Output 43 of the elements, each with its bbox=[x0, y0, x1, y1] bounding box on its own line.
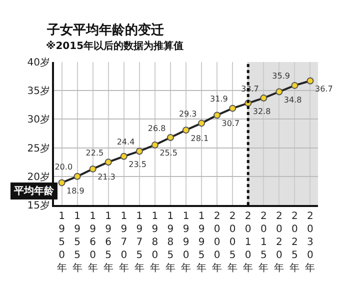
x-tick-label: 1995年 bbox=[196, 211, 207, 274]
y-tick-label: 30岁 bbox=[27, 114, 50, 126]
data-label: 34.8 bbox=[284, 95, 302, 104]
data-label: 30.7 bbox=[222, 118, 240, 128]
data-label: 25.5 bbox=[160, 148, 178, 158]
x-tick-label: 2010年 bbox=[243, 211, 254, 274]
x-tick-label: 1960年 bbox=[88, 211, 98, 274]
x-tick-label: 2020年 bbox=[274, 211, 284, 274]
data-label: 18.9 bbox=[66, 186, 84, 196]
x-tick-label: 2005年 bbox=[228, 211, 238, 274]
data-label: 23.5 bbox=[128, 160, 146, 170]
x-tick-label: 1955年 bbox=[72, 211, 82, 274]
series-label: 平均年龄 bbox=[13, 185, 55, 197]
chart-title: 子女平均年龄的变迁 bbox=[46, 22, 164, 38]
x-tick-label: 2025年 bbox=[290, 211, 300, 274]
data-label: 31.9 bbox=[210, 94, 228, 104]
y-tick-label: 15岁 bbox=[27, 200, 50, 212]
data-label: 20.0 bbox=[54, 162, 73, 172]
chart-subtitle: ※2015年以后的数据为推算值 bbox=[46, 40, 184, 52]
data-label: 32.8 bbox=[252, 106, 271, 116]
data-label: 28.1 bbox=[190, 134, 209, 143]
x-tick-label: 1980年 bbox=[150, 211, 160, 274]
y-tick-label: 25岁 bbox=[27, 142, 50, 154]
x-tick-label: 1970年 bbox=[118, 211, 129, 274]
data-label: 29.3 bbox=[178, 109, 197, 118]
y-tick-label: 20岁 bbox=[27, 170, 50, 183]
x-tick-label: 1975年 bbox=[134, 211, 144, 274]
x-tick-label: 1950年 bbox=[56, 211, 67, 274]
data-label: 33.7 bbox=[241, 84, 259, 94]
data-label: 24.4 bbox=[116, 137, 135, 146]
x-tick-label: 2015年 bbox=[258, 211, 269, 274]
data-label: 22.5 bbox=[86, 148, 104, 158]
x-tick-label: 1965年 bbox=[103, 211, 114, 274]
x-tick-label: 2030年 bbox=[305, 211, 316, 274]
data-label: 36.7 bbox=[314, 84, 333, 94]
x-tick-label: 1985年 bbox=[165, 211, 176, 274]
data-label: 35.9 bbox=[272, 72, 290, 81]
data-label: 21.3 bbox=[98, 172, 116, 182]
x-tick-label: 1990年 bbox=[181, 211, 191, 274]
data-label: 26.8 bbox=[148, 124, 166, 133]
x-tick-label: 2000年 bbox=[212, 211, 222, 274]
y-tick-label: 40岁 bbox=[27, 56, 50, 68]
y-tick-label: 35岁 bbox=[27, 85, 50, 98]
